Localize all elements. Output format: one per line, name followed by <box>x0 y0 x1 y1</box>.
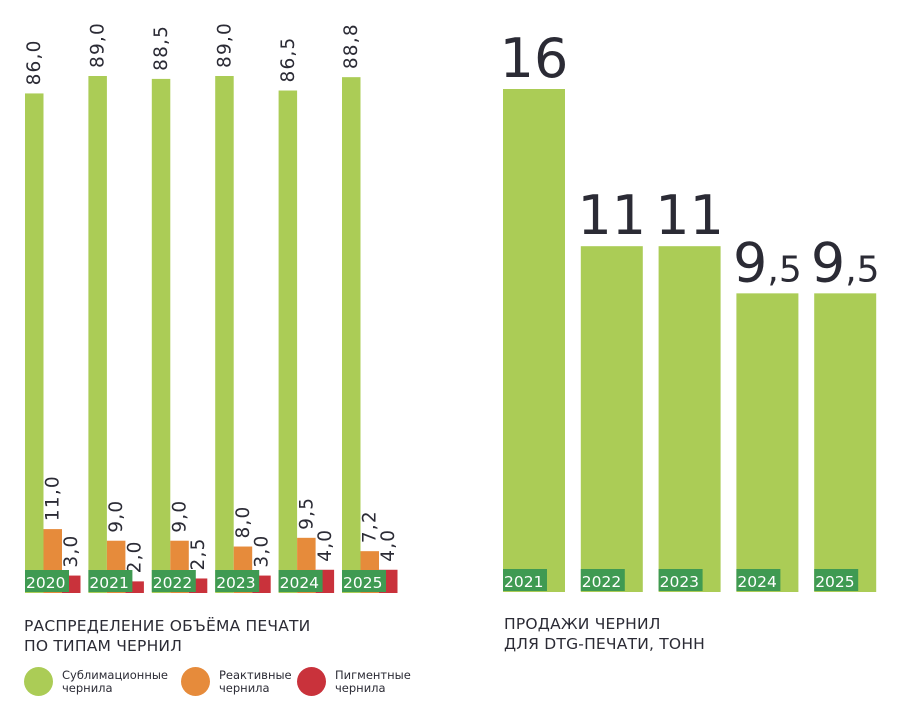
data-label-pigment-2022: 2,5 <box>188 537 209 570</box>
data-label-pigment-2021: 2,0 <box>125 540 146 573</box>
legend-label-pigment: Пигментные чернила <box>335 667 411 695</box>
data-label-reactive-2023: 8,0 <box>233 505 254 538</box>
legend-swatch-reactive <box>181 667 210 696</box>
bar-sublimation-2020 <box>25 93 44 593</box>
year-tag-dtg-2022 <box>580 569 625 591</box>
year-label-2022: 2022 <box>153 574 192 592</box>
bar-dtg-2024 <box>736 293 799 592</box>
bar-sublimation-2022 <box>151 78 171 594</box>
data-label-sublimation-2020: 86,0 <box>24 39 45 85</box>
year-label-2024: 2024 <box>280 574 319 592</box>
bar-sublimation-2023 <box>215 76 234 593</box>
left-chart-title: РАСПРЕДЕЛЕНИЕ ОБЪЁМА ПЕЧАТИ ПО ТИПАМ ЧЕР… <box>24 617 311 655</box>
year-label-2020: 2020 <box>26 574 65 592</box>
year-tag-dtg-2023 <box>658 569 703 591</box>
data-label-pigment-2025: 4,0 <box>378 529 399 562</box>
bar-dtg-2021 <box>503 89 565 592</box>
year-tag-2020 <box>25 570 69 592</box>
data-label-sublimation-2023: 89,0 <box>214 22 235 68</box>
bar-dtg-2022 <box>580 246 643 592</box>
year-tag-dtg-2025 <box>814 569 859 591</box>
year-tag-2022 <box>151 570 196 592</box>
year-tag-2021 <box>88 570 133 592</box>
data-label-dtg-2023: 11 <box>655 184 724 247</box>
year-label-dtg-2023: 2023 <box>660 573 699 591</box>
year-label-2021: 2021 <box>89 574 128 592</box>
year-label-dtg-2022: 2022 <box>582 573 621 591</box>
data-label-pigment-2023: 3,0 <box>251 535 272 568</box>
data-label-dtg-2022: 11 <box>577 184 646 247</box>
data-label-sublimation-2024: 86,5 <box>278 37 299 83</box>
data-label-reactive-2020: 11,0 <box>43 475 64 521</box>
bar-sublimation-2025 <box>342 77 361 593</box>
legend-swatch-sublimation <box>24 667 53 696</box>
data-label-reactive-2021: 9,0 <box>106 500 127 533</box>
data-label-dtg-2025: 9,5 <box>811 231 880 294</box>
year-tag-2023 <box>215 570 260 592</box>
year-tag-2025 <box>342 570 386 592</box>
year-label-dtg-2025: 2025 <box>815 573 854 591</box>
year-tag-dtg-2021 <box>503 569 547 591</box>
bar-dtg-2025 <box>814 293 877 592</box>
bar-pigment-2021 <box>125 581 144 593</box>
data-label-sublimation-2025: 88,8 <box>341 23 362 69</box>
bar-dtg-2023 <box>658 246 721 592</box>
data-label-reactive-2022: 9,0 <box>170 500 191 533</box>
legend-item-reactive: Реактивные чернила <box>181 667 292 696</box>
data-label-dtg-2021: 16 <box>500 27 569 90</box>
data-label-reactive-2025: 7,2 <box>360 510 381 543</box>
year-label-2023: 2023 <box>216 574 255 592</box>
data-label-pigment-2020: 3,0 <box>61 535 82 568</box>
legend-label-reactive: Реактивные чернила <box>219 667 292 695</box>
data-label-sublimation-2021: 89,0 <box>88 22 109 68</box>
legend-item-pigment: Пигментные чернила <box>297 667 411 696</box>
year-label-dtg-2024: 2024 <box>737 573 776 591</box>
data-label-dtg-2024: 9,5 <box>733 231 802 294</box>
legend-item-sublimation: Сублимационные чернила <box>24 667 168 696</box>
year-tag-2024 <box>278 570 323 592</box>
legend-swatch-pigment <box>297 667 326 696</box>
year-label-2025: 2025 <box>343 574 382 592</box>
legend-label-sublimation: Сублимационные чернила <box>62 667 169 695</box>
right-chart-title: ПРОДАЖИ ЧЕРНИЛ ДЛЯ DTG-ПЕЧАТИ, ТОНН <box>504 615 706 653</box>
year-tag-dtg-2024 <box>736 569 781 591</box>
data-label-reactive-2024: 9,5 <box>296 497 317 530</box>
bar-sublimation-2021 <box>88 76 107 593</box>
data-label-pigment-2024: 4,0 <box>315 529 336 562</box>
year-label-dtg-2021: 2021 <box>504 573 543 591</box>
data-label-sublimation-2022: 88,5 <box>151 25 172 71</box>
bar-sublimation-2024 <box>278 90 298 594</box>
